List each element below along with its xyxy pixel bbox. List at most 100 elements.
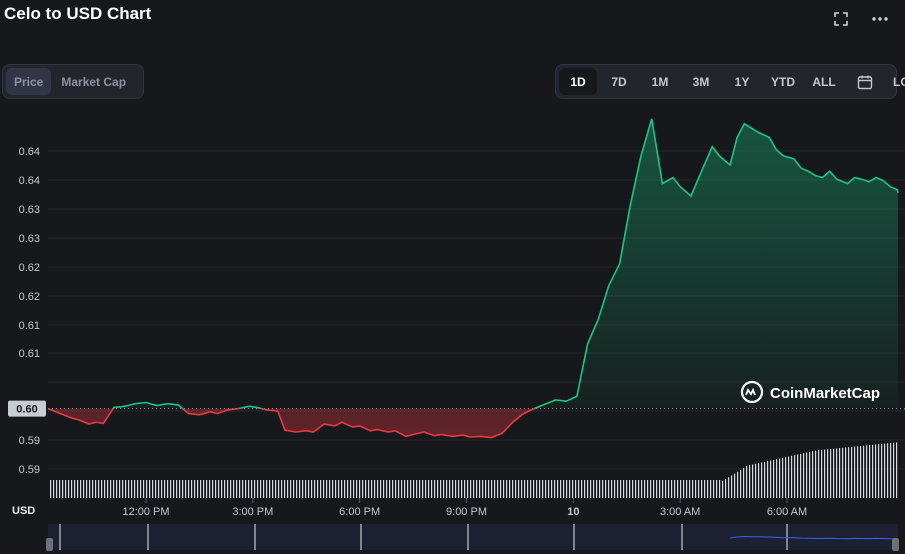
volume-bar [581, 480, 583, 498]
volume-bar [662, 480, 664, 498]
volume-bar [446, 480, 448, 498]
volume-bar [509, 480, 511, 498]
volume-bar [266, 480, 268, 498]
volume-bar [653, 480, 655, 498]
volume-bar [101, 480, 103, 498]
volume-bar [617, 480, 619, 498]
volume-bar [203, 480, 205, 498]
volume-bar [173, 480, 175, 498]
volume-bar [263, 480, 265, 498]
volume-bar [50, 480, 52, 498]
volume-bar [491, 480, 493, 498]
volume-bar [215, 480, 217, 498]
volume-bar [797, 454, 799, 498]
volume-bar [692, 480, 694, 498]
volume-bar [668, 480, 670, 498]
volume-bar [119, 480, 121, 498]
volume-bar [323, 480, 325, 498]
volume-bar [131, 480, 133, 498]
navigator-left-handle[interactable] [46, 538, 53, 551]
volume-bar [374, 480, 376, 498]
volume-bar [524, 480, 526, 498]
volume-bar [317, 480, 319, 498]
volume-bar [779, 458, 781, 498]
volume-bar [260, 480, 262, 498]
volume-bar [350, 480, 352, 498]
volume-bar [431, 480, 433, 498]
price-tab[interactable]: Price [6, 68, 52, 95]
volume-bar [572, 480, 574, 498]
volume-bar [677, 480, 679, 498]
volume-bar [356, 480, 358, 498]
range-navigator[interactable] [46, 524, 899, 551]
range-all-button[interactable]: ALL [812, 74, 836, 89]
volume-bar [251, 480, 253, 498]
volume-bar [443, 480, 445, 498]
volume-bar [551, 480, 553, 498]
market-cap-tab[interactable]: Market Cap [61, 74, 127, 89]
range-3m-button[interactable]: 3M [692, 74, 710, 89]
y-tick-label: 0.59 [19, 464, 40, 476]
volume-bar [146, 480, 148, 498]
navigator-right-handle[interactable] [892, 538, 899, 551]
more-dots-icon[interactable] [869, 8, 891, 30]
volume-bar [107, 480, 109, 498]
fullscreen-icon[interactable] [830, 8, 852, 30]
volume-bar [152, 480, 154, 498]
range-7d-button[interactable]: 7D [611, 74, 627, 89]
volume-bar [614, 480, 616, 498]
x-tick-label: 10 [567, 506, 579, 518]
volume-bar [836, 448, 838, 498]
volume-bar [731, 475, 733, 498]
x-tick-label: 6:00 AM [767, 506, 807, 518]
volume-bar [314, 480, 316, 498]
volume-bar [461, 480, 463, 498]
log-scale-button[interactable]: LOG [893, 74, 905, 89]
range-ytd-button[interactable]: YTD [771, 74, 795, 89]
volume-bar [599, 480, 601, 498]
volume-bar [77, 480, 79, 498]
y-tick-label: 0.61 [19, 320, 40, 332]
x-tick-label: 3:00 AM [660, 506, 700, 518]
y-tick-label: 0.64 [19, 175, 40, 187]
volume-bar [560, 480, 562, 498]
volume-bar [245, 480, 247, 498]
calendar-icon[interactable] [846, 68, 884, 95]
volume-bar [698, 480, 700, 498]
volume-bar [188, 480, 190, 498]
volume-bar [881, 443, 883, 498]
volume-bar [344, 480, 346, 498]
volume-bar [230, 480, 232, 498]
volume-bar [665, 480, 667, 498]
volume-bar [89, 480, 91, 498]
volume-bar [686, 480, 688, 498]
volume-bar [236, 480, 238, 498]
range-1y-button[interactable]: 1Y [734, 74, 750, 89]
volume-bar [386, 480, 388, 498]
range-1m-button[interactable]: 1M [651, 74, 669, 89]
volume-bar [671, 480, 673, 498]
y-tick-label: 0.63 [19, 233, 40, 245]
coinmarketcap-logo: CoinMarketCap [740, 380, 880, 404]
volume-bar [332, 480, 334, 498]
volume-bar [737, 471, 739, 498]
volume-bar [701, 480, 703, 498]
volume-bar [611, 480, 613, 498]
volume-bar [149, 480, 151, 498]
volume-bar [587, 480, 589, 498]
volume-bar [839, 448, 841, 498]
volume-bar [365, 480, 367, 498]
volume-bar [851, 446, 853, 498]
volume-bar [764, 461, 766, 498]
volume-bar [860, 446, 862, 498]
volume-bar [707, 480, 709, 498]
range-1d-button[interactable]: 1D [559, 68, 597, 95]
volume-bar [578, 480, 580, 498]
volume-bar [821, 449, 823, 498]
price-marketcap-toggle: Price Market Cap [2, 64, 144, 99]
volume-bar [164, 480, 166, 498]
y-tick-label: 0.59 [19, 435, 40, 447]
volume-bar [506, 480, 508, 498]
volume-bar [641, 480, 643, 498]
